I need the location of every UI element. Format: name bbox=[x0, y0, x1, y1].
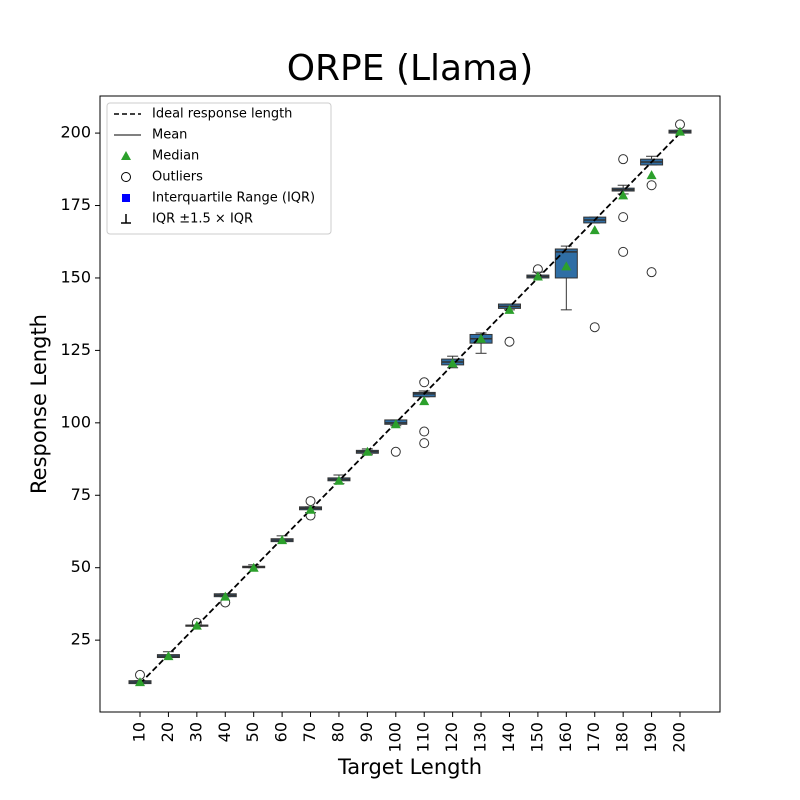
outlier bbox=[646, 180, 657, 191]
plot-frame bbox=[99, 95, 721, 713]
median-marker bbox=[646, 170, 657, 180]
legend-label: Mean bbox=[152, 128, 187, 143]
median-marker bbox=[504, 304, 515, 314]
outlier bbox=[504, 336, 515, 347]
x-tick-label: 80 bbox=[328, 722, 347, 742]
outlier bbox=[589, 322, 600, 333]
x-tick-label: 180 bbox=[613, 722, 632, 753]
legend-outlier bbox=[121, 172, 131, 182]
median-marker bbox=[390, 419, 401, 429]
x-tick-label: 190 bbox=[641, 722, 660, 753]
y-tick-label: 50 bbox=[71, 557, 91, 576]
median-marker bbox=[220, 591, 231, 601]
x-tick-label: 10 bbox=[130, 722, 149, 742]
y-tick-label: 125 bbox=[60, 340, 91, 359]
median-marker bbox=[135, 677, 145, 687]
outlier bbox=[618, 246, 629, 257]
median-marker bbox=[476, 333, 487, 343]
plot-area: 25 50 75 100 125 150 175 200 10 20 30 40 50 60 70 80 90 1… bbox=[60, 119, 692, 753]
x-tick-label: 20 bbox=[158, 722, 177, 742]
median-marker bbox=[248, 562, 259, 572]
median-marker bbox=[447, 358, 458, 368]
outlier bbox=[419, 377, 430, 388]
median-marker bbox=[191, 620, 202, 630]
median-marker bbox=[277, 535, 288, 545]
median-marker bbox=[561, 261, 572, 271]
legend-box bbox=[106, 102, 332, 235]
x-tick-label: 160 bbox=[556, 722, 575, 753]
x-tick-label: 140 bbox=[499, 722, 518, 753]
median-marker bbox=[333, 475, 344, 485]
x-tick-label: 120 bbox=[442, 722, 461, 753]
outlier bbox=[390, 446, 401, 457]
median-marker bbox=[532, 271, 543, 281]
outlier bbox=[618, 212, 629, 223]
legend-median bbox=[121, 151, 131, 160]
median-marker bbox=[589, 225, 600, 235]
x-tick-label: 200 bbox=[670, 722, 689, 753]
median-marker bbox=[618, 190, 629, 200]
outlier bbox=[646, 267, 657, 278]
median-marker bbox=[362, 446, 373, 456]
x-tick-label: 130 bbox=[471, 722, 490, 753]
legend: Ideal response length Mean Median Outliers I… bbox=[106, 102, 332, 235]
legend-label: IQR ±1.5 × IQR bbox=[152, 212, 253, 227]
legend-label: Outliers bbox=[152, 170, 203, 185]
x-tick-label: 30 bbox=[186, 722, 205, 742]
x-tick-label: 50 bbox=[243, 722, 262, 742]
x-axis-label: Target Length bbox=[337, 755, 482, 779]
legend-label: Interquartile Range (IQR) bbox=[152, 191, 315, 206]
legend-whisker bbox=[121, 214, 131, 224]
outlier bbox=[419, 426, 430, 437]
x-tick-label: 40 bbox=[215, 722, 234, 742]
median-marker bbox=[163, 651, 174, 661]
x-tick-label: 90 bbox=[357, 722, 376, 742]
x-tick-label: 100 bbox=[385, 722, 404, 753]
median-marker bbox=[419, 396, 430, 406]
median-marker bbox=[305, 504, 316, 514]
y-tick-label: 200 bbox=[60, 123, 91, 142]
x-tick-label: 60 bbox=[272, 722, 291, 742]
legend-label: Ideal response length bbox=[152, 107, 292, 122]
y-tick-label: 100 bbox=[60, 412, 91, 431]
y-tick-label: 175 bbox=[60, 195, 91, 214]
outlier bbox=[618, 154, 629, 165]
x-tick-label: 170 bbox=[584, 722, 603, 753]
y-tick-label: 25 bbox=[71, 630, 91, 649]
x-tick-label: 110 bbox=[414, 722, 433, 753]
y-tick-label: 150 bbox=[60, 267, 91, 286]
chart-title: ORPE (Llama) bbox=[287, 48, 534, 89]
outlier bbox=[419, 438, 430, 449]
y-axis-label: Response Length bbox=[27, 314, 51, 494]
x-tick-label: 70 bbox=[300, 722, 319, 742]
median-marker bbox=[675, 126, 685, 136]
x-tick-label: 150 bbox=[527, 722, 546, 753]
legend-iqr bbox=[122, 194, 130, 202]
legend-label: Median bbox=[152, 149, 199, 164]
ideal-line bbox=[139, 132, 681, 685]
y-tick-label: 75 bbox=[71, 485, 91, 504]
